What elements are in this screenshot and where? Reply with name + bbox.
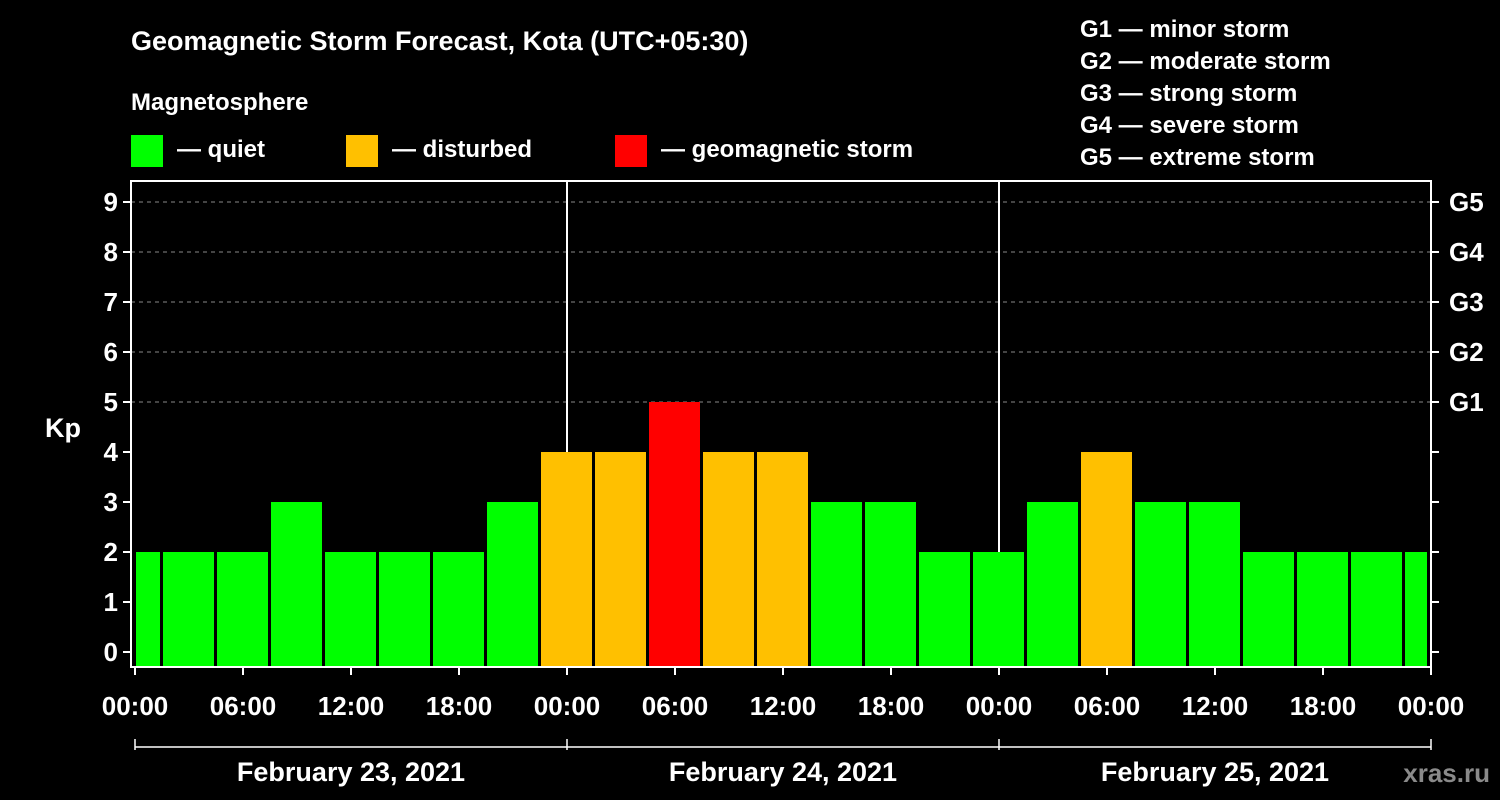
legend-label-2: — geomagnetic storm [661, 136, 913, 163]
storm-scale-item: G2 — moderate storm [1080, 48, 1331, 75]
bar-6 [433, 552, 484, 667]
x-tick-label: 00:00 [102, 691, 169, 721]
x-tick-label: 06:00 [642, 691, 709, 721]
x-tick-label: 18:00 [858, 691, 925, 721]
legend-swatch-2 [615, 135, 647, 167]
bar-2 [217, 552, 268, 667]
y-tick-label: 9 [104, 187, 118, 217]
storm-scale-item: G3 — strong storm [1080, 80, 1297, 107]
x-tick-label: 00:00 [966, 691, 1033, 721]
bar-13 [811, 502, 862, 667]
storm-scale-item: G1 — minor storm [1080, 16, 1289, 43]
bar-4 [325, 552, 376, 667]
bar-22 [1297, 552, 1348, 667]
legend-label-1: — disturbed [392, 136, 532, 163]
x-tick-label: 18:00 [1290, 691, 1357, 721]
date-label: February 24, 2021 [669, 757, 897, 787]
bar-3 [271, 502, 322, 667]
bar-24 [1405, 552, 1427, 667]
bar-18 [1081, 452, 1132, 667]
y-axis-label: Kp [45, 413, 81, 443]
y-tick-label: 0 [104, 637, 118, 667]
x-tick-label: 12:00 [750, 691, 817, 721]
bar-7 [487, 502, 538, 667]
storm-scale-item: G4 — severe storm [1080, 112, 1299, 139]
right-axis-label-G5: G5 [1449, 187, 1484, 217]
y-tick-label: 1 [104, 587, 118, 617]
bar-20 [1189, 502, 1240, 667]
bars [136, 402, 1427, 667]
storm-scale-item: G5 — extreme storm [1080, 144, 1315, 171]
y-tick-label: 6 [104, 337, 118, 367]
date-label: February 25, 2021 [1101, 757, 1329, 787]
right-axis-label-G1: G1 [1449, 387, 1484, 417]
storm-scale-legend: G1 — minor storm G2 — moderate storm G3 — … [1080, 16, 1331, 171]
legend-swatch-1 [346, 135, 378, 167]
bar-17 [1027, 502, 1078, 667]
bar-15 [919, 552, 970, 667]
x-tick-label: 06:00 [210, 691, 277, 721]
bar-0 [136, 552, 160, 667]
legend-swatch-0 [131, 135, 163, 167]
watermark: xras.ru [1403, 758, 1490, 788]
axes: 0 1 2 3 4 5 6 7 8 9 G1 G2 G3 G4 G5 00:00 06:00 12:00 18:00… [102, 180, 1484, 787]
x-tick-label: 00:00 [1398, 691, 1465, 721]
x-tick-label: 06:00 [1074, 691, 1141, 721]
chart-subtitle: Magnetosphere [131, 89, 308, 116]
x-tick-label: 00:00 [534, 691, 601, 721]
x-tick-label: 18:00 [426, 691, 493, 721]
y-tick-label: 2 [104, 537, 118, 567]
y-tick-label: 8 [104, 237, 118, 267]
y-tick-label: 3 [104, 487, 118, 517]
grid [131, 181, 1431, 667]
bar-16 [973, 552, 1024, 667]
bar-5 [379, 552, 430, 667]
chart-title: Geomagnetic Storm Forecast, Kota (UTC+05… [131, 26, 748, 56]
x-tick-label: 12:00 [318, 691, 385, 721]
bar-8 [541, 452, 592, 667]
right-axis-label-G2: G2 [1449, 337, 1484, 367]
bar-11 [703, 452, 754, 667]
y-tick-label: 5 [104, 387, 118, 417]
date-label: February 23, 2021 [237, 757, 465, 787]
bar-19 [1135, 502, 1186, 667]
bar-1 [163, 552, 214, 667]
legend: — quiet — disturbed — geomagnetic storm [131, 135, 913, 167]
right-axis-label-G3: G3 [1449, 287, 1484, 317]
bar-10 [649, 402, 700, 667]
y-tick-label: 4 [104, 437, 119, 467]
bar-14 [865, 502, 916, 667]
x-tick-label: 12:00 [1182, 691, 1249, 721]
plot-frame [130, 180, 1432, 668]
legend-label-0: — quiet [177, 136, 265, 163]
bar-12 [757, 452, 808, 667]
bar-9 [595, 452, 646, 667]
bar-21 [1243, 552, 1294, 667]
bar-23 [1351, 552, 1402, 667]
right-axis-label-G4: G4 [1449, 237, 1484, 267]
y-tick-label: 7 [104, 287, 118, 317]
